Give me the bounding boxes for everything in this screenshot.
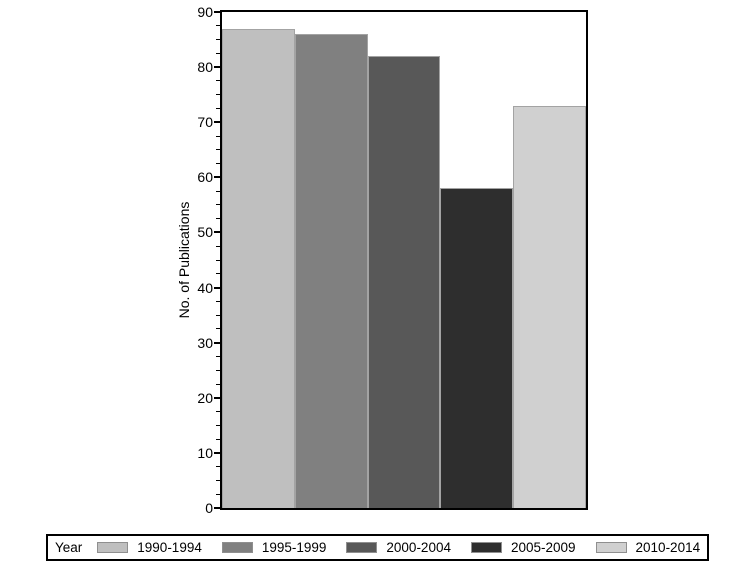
bar-1995-1999: [294, 34, 368, 508]
y-axis-minor-tick: [216, 163, 220, 165]
y-axis-tick-label: 10: [197, 444, 213, 461]
y-axis-minor-tick: [216, 39, 220, 41]
y-axis-minor-tick: [216, 218, 220, 220]
legend-swatch-2000-2004: [346, 542, 378, 553]
legend-swatch-1990-1994: [97, 542, 129, 553]
y-axis-tick-label: 50: [197, 224, 213, 241]
y-axis-tick-label: 40: [197, 279, 213, 296]
y-axis-tick-label: 80: [197, 59, 213, 76]
legend-swatch-1995-1999: [221, 542, 253, 553]
y-axis-tick-label: 90: [197, 4, 213, 20]
y-axis-major-tick: [214, 396, 220, 399]
legend-swatch-2005-2009: [470, 542, 502, 553]
legend-item-2000-2004: 2000-2004: [346, 540, 451, 555]
y-axis-tick-label: 0: [205, 500, 213, 516]
y-axis-major-tick: [214, 11, 220, 13]
y-axis-minor-tick: [216, 493, 220, 495]
y-axis-tick-label: 70: [197, 114, 213, 131]
legend-label: 1990-1994: [137, 540, 202, 555]
legend-title: Year: [55, 540, 83, 555]
plot-area: [220, 10, 588, 510]
y-axis-minor-tick: [216, 300, 220, 302]
y-axis-minor-tick: [216, 479, 220, 481]
legend-label: 2005-2009: [510, 540, 576, 555]
legend: Year 1990-1994 1995-1999 2000-2004 2005-200…: [46, 534, 709, 561]
y-axis-minor-tick: [216, 190, 220, 192]
y-axis-minor-tick: [216, 424, 220, 426]
y-axis-minor-tick: [216, 107, 220, 109]
y-axis-major-tick: [214, 451, 220, 454]
y-axis-tick-label: 60: [197, 169, 213, 186]
y-axis-minor-tick: [216, 314, 220, 316]
legend-item-1995-1999: 1995-1999: [221, 540, 327, 555]
legend-items: 1990-1994 1995-1999 2000-2004 2005-2009 2010…: [82, 540, 700, 555]
y-axis-minor-tick: [216, 273, 220, 275]
y-axis-minor-tick: [216, 438, 220, 440]
y-axis-minor-tick: [216, 259, 220, 261]
y-axis-major-tick: [214, 231, 220, 234]
y-axis-minor-tick: [216, 355, 220, 357]
y-axis-minor-tick: [216, 94, 220, 96]
legend-item-1990-1994: 1990-1994: [97, 540, 202, 555]
y-axis-minor-tick: [216, 328, 220, 330]
y-axis-minor-tick: [216, 80, 220, 82]
y-axis-major-tick: [214, 176, 220, 179]
y-axis-minor-tick: [216, 383, 220, 385]
y-axis-minor-tick: [216, 411, 220, 413]
legend-swatch-2010-2014: [595, 542, 627, 553]
y-axis-major-tick: [214, 66, 220, 69]
y-axis-minor-tick: [216, 204, 220, 206]
y-axis-minor-tick: [216, 52, 220, 54]
legend-label: 2000-2004: [386, 540, 451, 555]
y-axis-tick-label: 20: [197, 389, 213, 406]
bar-2010-2014: [513, 105, 586, 508]
legend-item-2005-2009: 2005-2009: [470, 540, 576, 555]
legend-item-2010-2014: 2010-2014: [595, 540, 701, 555]
y-axis: 0 10 20 30 40 50 60 70 80 90: [0, 4, 220, 516]
y-axis-minor-tick: [216, 25, 220, 27]
y-axis-minor-tick: [216, 466, 220, 468]
y-axis-minor-tick: [216, 245, 220, 247]
bar-2005-2009: [440, 188, 514, 508]
legend-label: 1995-1999: [261, 540, 327, 555]
bar-2000-2004: [367, 56, 441, 508]
y-axis-minor-tick: [216, 149, 220, 151]
y-axis-major-tick: [214, 341, 220, 344]
y-axis-minor-tick: [216, 135, 220, 137]
y-axis-major-tick: [214, 286, 220, 289]
y-axis-tick-label: 30: [197, 334, 213, 351]
bar-1990-1994: [222, 28, 295, 508]
y-axis-minor-tick: [216, 369, 220, 371]
y-axis-major-tick: [214, 121, 220, 124]
y-axis-major-tick: [214, 507, 220, 509]
legend-label: 2010-2014: [635, 540, 701, 555]
